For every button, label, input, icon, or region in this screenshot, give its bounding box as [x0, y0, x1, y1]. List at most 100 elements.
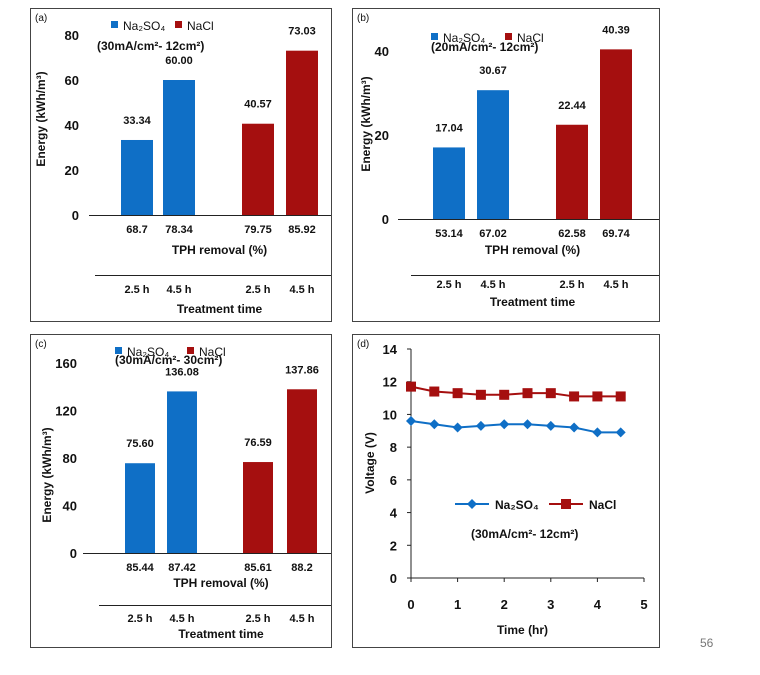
series-line: [410, 419, 621, 434]
y-tick-label: 8: [390, 440, 397, 455]
bar: [125, 463, 155, 553]
bar: [477, 90, 509, 219]
legend-label-nacl: NaCl: [589, 498, 616, 512]
time-category-label: 2.5 h: [559, 279, 584, 291]
panel-a: (a) 0 20 40 60 80 Energy (kWh/m³) 33.34 68.7 2.5 …: [30, 8, 332, 322]
bar-chart-a: (a) 0 20 40 60 80 Energy (kWh/m³) 33.34 68.7 2.5 …: [34, 13, 331, 316]
bar-value-label: 22.44: [558, 100, 586, 112]
data-point: [499, 389, 510, 400]
data-point: [522, 388, 533, 399]
time-category-label: 4.5 h: [289, 284, 314, 296]
data-point: [615, 427, 626, 438]
condition-label: (30mA/cm²- 12cm²): [97, 39, 204, 53]
bar-value-label: 40.39: [602, 24, 630, 36]
y-tick-label: 10: [383, 407, 397, 422]
bar-value-label: 33.34: [123, 115, 151, 127]
treatment-time-title: Treatment time: [178, 627, 264, 641]
legend-swatch-nacl: [187, 347, 194, 354]
time-category-label: 2.5 h: [124, 284, 149, 296]
y-tick-label: 0: [70, 546, 77, 561]
y-axis-title: Voltage (V): [363, 432, 377, 494]
time-category-label: 4.5 h: [166, 284, 191, 296]
data-point: [592, 427, 603, 438]
bar-chart-b: (b) 0 20 40 Energy (kWh/m³) 17.04 53.14 2.5 h 30…: [357, 13, 659, 309]
time-category-label: 4.5 h: [480, 279, 505, 291]
y-tick-label: 120: [55, 404, 77, 419]
y-tick-label: 2: [390, 538, 397, 553]
legend-marker-na2so4: [467, 499, 477, 509]
x-axis-title: TPH removal (%): [485, 243, 580, 257]
removal-label: 53.14: [435, 228, 463, 240]
removal-label: 67.02: [479, 228, 507, 240]
panel-label: (b): [357, 13, 369, 24]
data-point: [475, 389, 486, 400]
panel-b: (b) 0 20 40 Energy (kWh/m³) 17.04 53.14 2.5 h 30…: [352, 8, 660, 322]
data-point: [452, 388, 463, 399]
panel-c: (c) 0 40 80 120 160 Energy (kWh/m³) 75.60 85.44 2…: [30, 334, 332, 648]
y-tick-label: 160: [55, 356, 77, 371]
removal-label: 62.58: [558, 228, 586, 240]
legend-swatch-nacl: [175, 21, 182, 28]
bar: [600, 49, 632, 219]
y-tick-label: 0: [390, 571, 397, 586]
page-number: 56: [700, 636, 714, 650]
data-point: [406, 415, 416, 426]
data-point: [615, 391, 626, 402]
panel-label: (d): [357, 339, 369, 350]
panel-label: (a): [35, 13, 47, 24]
legend-swatch-na2so4: [115, 347, 122, 354]
legend-label-nacl: NaCl: [517, 31, 544, 45]
x-tick-label: 2: [501, 597, 508, 612]
y-tick-label: 20: [65, 163, 79, 178]
time-category-label: 4.5 h: [169, 613, 194, 625]
bar: [287, 389, 317, 553]
y-axis-title: Energy (kWh/m³): [40, 427, 54, 522]
removal-label: 85.61: [244, 562, 272, 574]
bar-chart-c: (c) 0 40 80 120 160 Energy (kWh/m³) 75.60 85.44 2…: [35, 339, 331, 641]
bar-value-label: 137.86: [285, 364, 319, 376]
y-tick-label: 20: [375, 128, 389, 143]
y-tick-label: 40: [375, 44, 389, 59]
condition-label: (20mA/cm²- 12cm²): [431, 40, 538, 54]
y-tick-label: 6: [390, 473, 397, 488]
bar: [243, 462, 273, 553]
bar: [163, 80, 195, 215]
panel-label: (c): [35, 339, 47, 350]
removal-label: 88.2: [291, 562, 312, 574]
data-point: [522, 419, 533, 430]
time-category-label: 2.5 h: [127, 613, 152, 625]
data-point: [545, 420, 556, 431]
data-point: [569, 391, 580, 402]
bar-value-label: 76.59: [244, 437, 272, 449]
treatment-time-title: Treatment time: [177, 302, 263, 316]
time-category-label: 2.5 h: [245, 284, 270, 296]
x-tick-label: 3: [547, 597, 554, 612]
data-point: [592, 391, 603, 402]
legend-label-na2so4: Na₂SO₄: [443, 31, 485, 45]
legend-swatch-na2so4: [431, 33, 438, 40]
removal-label: 87.42: [168, 562, 196, 574]
series-line: [410, 385, 621, 398]
time-category-label: 4.5 h: [603, 279, 628, 291]
bar-value-label: 75.60: [126, 438, 154, 450]
y-tick-label: 40: [63, 499, 77, 514]
y-tick-label: 0: [72, 208, 79, 223]
data-point: [569, 422, 580, 433]
time-category-label: 4.5 h: [289, 613, 314, 625]
bar-value-label: 17.04: [435, 122, 463, 134]
x-tick-label: 5: [640, 597, 647, 612]
y-tick-label: 12: [383, 375, 397, 390]
legend-label-na2so4: Na₂SO₄: [127, 345, 169, 359]
removal-label: 85.92: [288, 224, 316, 236]
data-point: [429, 386, 440, 397]
removal-label: 69.74: [602, 228, 630, 240]
y-tick-label: 14: [383, 342, 398, 357]
bar: [433, 147, 465, 219]
y-tick-label: 4: [390, 506, 398, 521]
bar-value-label: 73.03: [288, 26, 316, 38]
condition-label: (30mA/cm²- 30cm²): [115, 353, 222, 367]
data-point: [452, 422, 463, 433]
y-tick-label: 40: [65, 118, 79, 133]
x-tick-label: 0: [407, 597, 414, 612]
